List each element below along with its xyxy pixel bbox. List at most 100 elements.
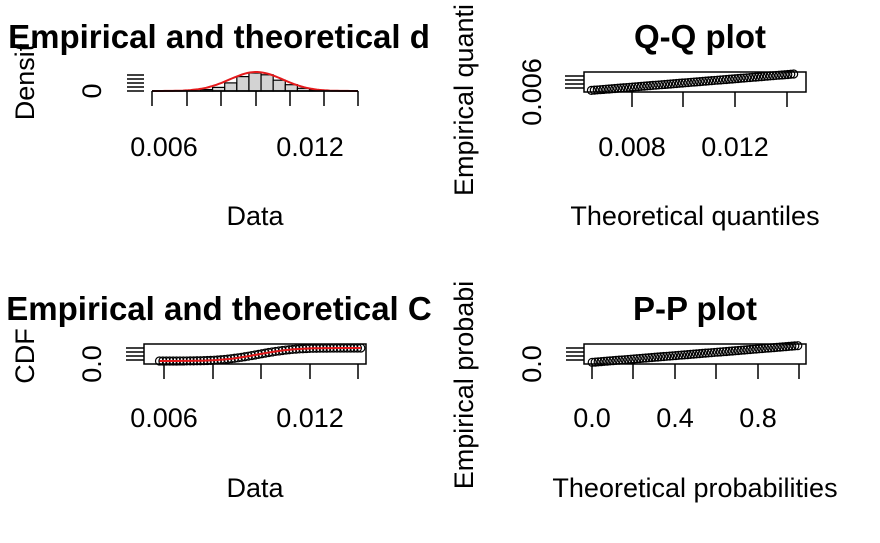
qq-point — [715, 75, 725, 85]
pp-point — [733, 345, 743, 356]
histogram-bar — [236, 75, 250, 92]
qq-point — [621, 82, 632, 93]
qq-x-axis — [631, 92, 788, 107]
qq-point — [771, 70, 781, 81]
pp-point — [674, 350, 684, 360]
pp-ylabel: Empirical probabi — [449, 281, 479, 490]
pp-point — [703, 348, 714, 358]
pp-point — [700, 348, 711, 358]
pp-point — [688, 349, 699, 359]
qq-point — [748, 72, 758, 82]
pp-point — [763, 343, 773, 353]
qq-point — [598, 84, 608, 95]
pp-point — [662, 351, 672, 361]
qq-point — [683, 77, 693, 88]
density-title: Empirical and theoretical d — [8, 18, 430, 55]
qq-point — [680, 78, 690, 88]
pp-xlabel: Theoretical probabilities — [552, 473, 837, 503]
qq-point — [677, 78, 687, 88]
qq-point — [695, 77, 705, 87]
qq-panel: Q-Q plot Theoretical quantiles Empirical… — [449, 4, 820, 231]
qq-point — [586, 85, 597, 96]
pp-point — [787, 341, 797, 351]
qq-point — [668, 79, 679, 89]
pp-point — [739, 345, 749, 355]
pp-x-axis — [591, 364, 800, 379]
qq-point — [739, 73, 749, 83]
density-xlabel: Data — [226, 201, 284, 231]
pp-point — [656, 352, 666, 362]
qq-point — [592, 85, 602, 95]
qq-point — [651, 80, 661, 90]
qq-point — [686, 77, 696, 87]
qq-point — [630, 82, 640, 92]
pp-point — [730, 346, 740, 356]
pp-point — [626, 354, 636, 364]
qq-point — [610, 83, 620, 94]
qq-xlabel: Theoretical quantiles — [570, 201, 819, 231]
qq-point — [759, 71, 769, 81]
pp-x-tick-label: 0.8 — [739, 403, 777, 433]
cdf-plot-box — [143, 343, 367, 365]
qq-point — [733, 73, 743, 84]
pp-point — [635, 353, 645, 364]
pp-point — [769, 342, 779, 353]
qq-point — [777, 70, 787, 80]
qq-point — [607, 84, 617, 94]
pp-point — [790, 341, 800, 351]
qq-point — [595, 85, 605, 95]
qq-point — [698, 76, 708, 86]
qq-point — [789, 69, 799, 79]
qq-point — [783, 69, 793, 80]
qq-point — [718, 75, 728, 85]
pp-point — [682, 350, 693, 360]
qq-point — [663, 79, 673, 89]
qq-point — [756, 72, 767, 82]
pp-x-tick-label: 0.4 — [656, 403, 694, 433]
pp-y-minor-ticks — [566, 347, 584, 361]
qq-point — [750, 72, 761, 82]
pp-point — [718, 347, 728, 357]
pp-point — [620, 355, 630, 365]
qq-point — [712, 75, 723, 85]
qq-point — [636, 81, 646, 91]
pp-point — [712, 347, 722, 357]
qq-point — [665, 79, 676, 89]
pp-point — [629, 354, 639, 364]
pp-point — [724, 346, 734, 356]
pp-point — [709, 347, 719, 358]
qq-point — [745, 72, 755, 83]
pp-point — [751, 344, 761, 354]
qq-ylabel: Empirical quanti — [449, 4, 479, 196]
pp-point — [593, 357, 603, 367]
qq-point — [645, 81, 655, 91]
qq-point — [709, 75, 720, 86]
pp-point — [778, 342, 788, 352]
pp-point — [641, 353, 651, 363]
cdf-x-tick-label: 0.012 — [276, 403, 344, 433]
density-y-minor-ticks — [127, 74, 144, 92]
qq-point — [674, 78, 684, 88]
pp-point — [623, 354, 633, 365]
pp-point — [638, 353, 648, 363]
pp-point — [694, 349, 705, 359]
density-x-tick-label: 0.012 — [276, 132, 344, 162]
qq-point — [692, 77, 702, 87]
pp-point — [760, 343, 770, 353]
pp-point — [745, 344, 755, 355]
pp-point — [647, 352, 657, 363]
qq-point — [689, 77, 699, 87]
pp-point — [590, 357, 600, 367]
qq-point — [786, 69, 796, 79]
qq-point — [616, 83, 626, 93]
histogram-bar — [272, 79, 286, 92]
pp-point — [775, 342, 785, 352]
qq-point — [762, 71, 772, 81]
cdf-fit-curve — [159, 347, 361, 362]
pp-points — [587, 341, 803, 367]
pp-point — [748, 344, 758, 354]
pp-point — [766, 343, 776, 353]
density-x-axis — [151, 90, 359, 106]
pp-point — [605, 356, 615, 366]
qq-point — [624, 82, 635, 92]
